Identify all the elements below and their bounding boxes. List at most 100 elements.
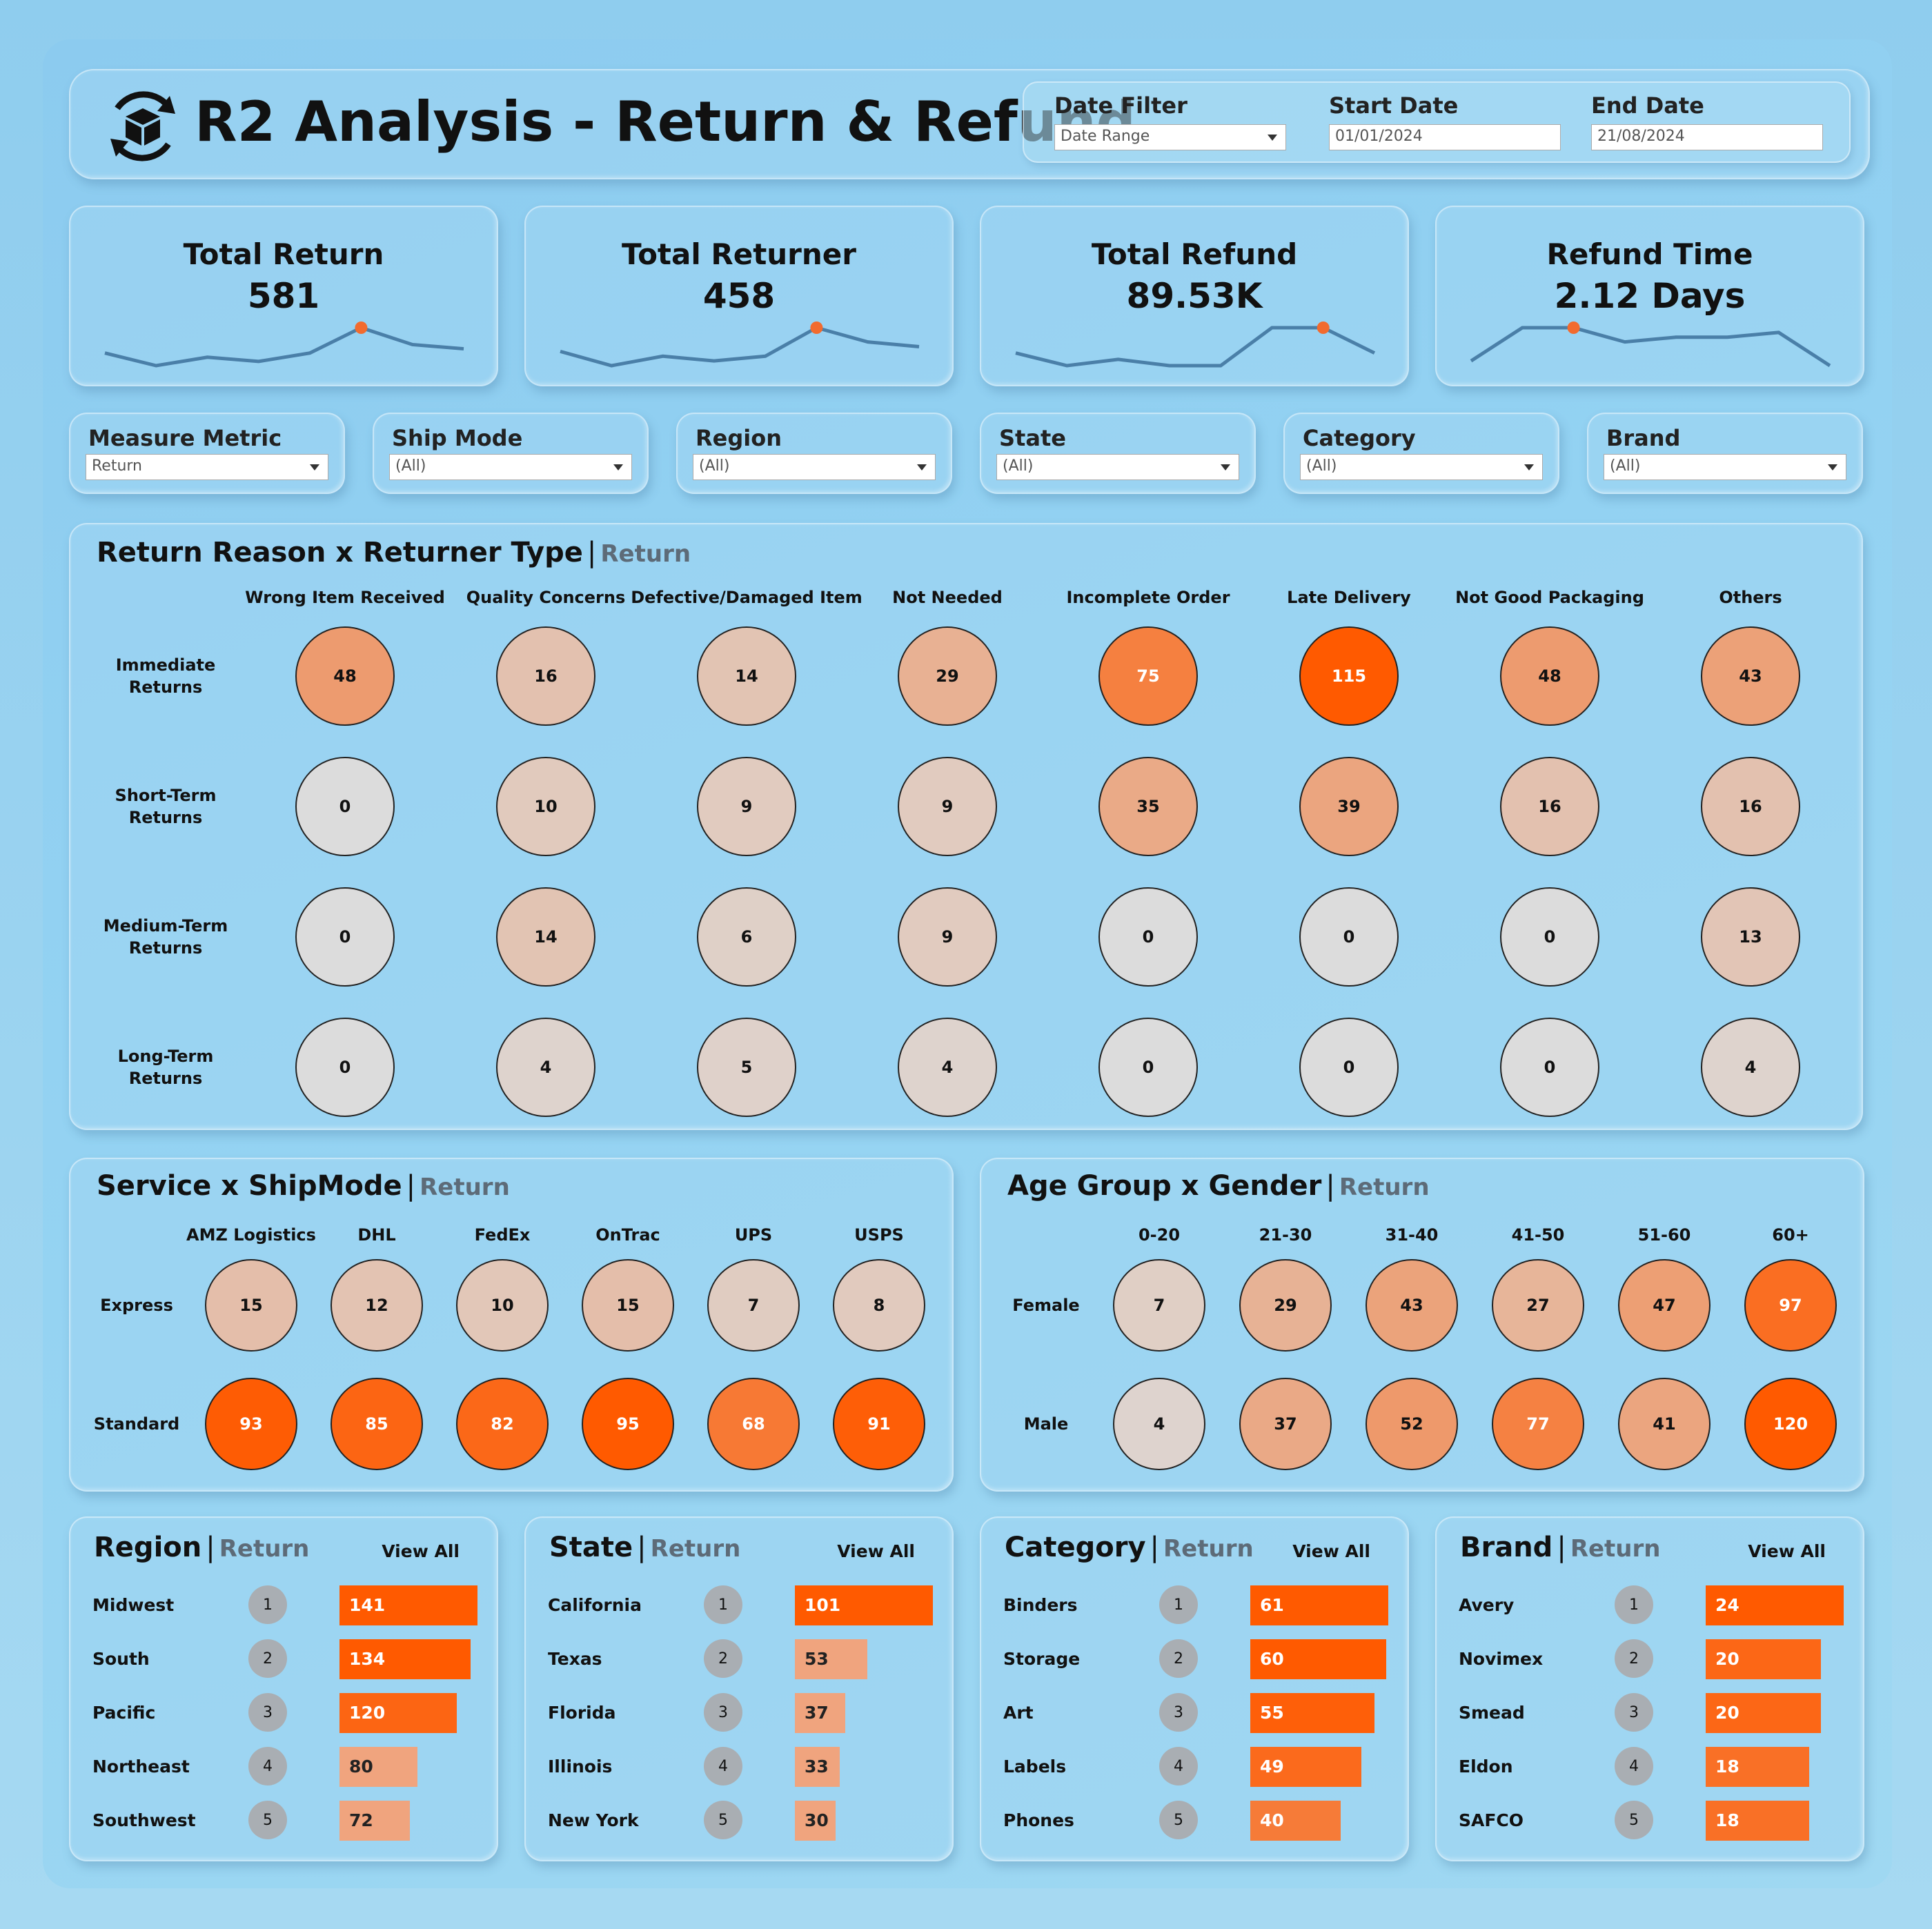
view-all-link[interactable]: View All bbox=[1748, 1541, 1826, 1561]
matrix-bubble[interactable]: 7 bbox=[707, 1259, 800, 1352]
matrix-bubble[interactable]: 47 bbox=[1618, 1259, 1711, 1352]
row-header: Female bbox=[1012, 1296, 1080, 1315]
list-item[interactable]: Florida 3 37 bbox=[526, 1692, 952, 1733]
measure-metric-select[interactable]: Return bbox=[86, 454, 328, 480]
matrix-bubble[interactable]: 91 bbox=[833, 1378, 925, 1470]
matrix-bubble[interactable]: 0 bbox=[295, 1018, 395, 1117]
matrix-bubble[interactable]: 16 bbox=[1500, 757, 1599, 856]
matrix-bubble[interactable]: 15 bbox=[582, 1259, 674, 1352]
matrix-bubble[interactable]: 16 bbox=[496, 626, 595, 726]
matrix-bubble[interactable]: 13 bbox=[1701, 887, 1800, 987]
matrix-bubble[interactable]: 77 bbox=[1492, 1378, 1584, 1470]
list-item[interactable]: Novimex 2 20 bbox=[1437, 1638, 1863, 1679]
matrix-bubble[interactable]: 5 bbox=[697, 1018, 796, 1117]
matrix-bubble[interactable]: 48 bbox=[1500, 626, 1599, 726]
list-item[interactable]: Southwest 5 72 bbox=[70, 1799, 497, 1841]
matrix-bubble[interactable]: 85 bbox=[331, 1378, 423, 1470]
matrix-bubble[interactable]: 115 bbox=[1299, 626, 1399, 726]
value-bar bbox=[1706, 1639, 1821, 1679]
kpi-sparkline bbox=[1470, 322, 1831, 368]
matrix-bubble[interactable]: 8 bbox=[833, 1259, 925, 1352]
matrix-bubble[interactable]: 120 bbox=[1744, 1378, 1837, 1470]
matrix-bubble[interactable]: 0 bbox=[1500, 1018, 1599, 1117]
matrix-bubble[interactable]: 29 bbox=[898, 626, 997, 726]
matrix-bubble[interactable]: 15 bbox=[205, 1259, 297, 1352]
ship-mode-select[interactable]: (All) bbox=[389, 454, 632, 480]
date-filter-select[interactable]: Date Range bbox=[1054, 124, 1286, 150]
view-all-link[interactable]: View All bbox=[1292, 1541, 1370, 1561]
list-item[interactable]: California 1 101 bbox=[526, 1584, 952, 1625]
matrix-bubble[interactable]: 29 bbox=[1239, 1259, 1332, 1352]
list-item[interactable]: Labels 4 49 bbox=[981, 1745, 1408, 1787]
list-item[interactable]: SAFCO 5 18 bbox=[1437, 1799, 1863, 1841]
row-header: Long-Term Returns bbox=[117, 1047, 214, 1088]
matrix-bubble[interactable]: 10 bbox=[496, 757, 595, 856]
list-item[interactable]: Storage 2 60 bbox=[981, 1638, 1408, 1679]
list-item[interactable]: Avery 1 24 bbox=[1437, 1584, 1863, 1625]
matrix-bubble[interactable]: 14 bbox=[697, 626, 796, 726]
region-select[interactable]: (All) bbox=[693, 454, 936, 480]
matrix-bubble[interactable]: 0 bbox=[1500, 887, 1599, 987]
service-shipmode-matrix-card: Service x ShipMode | Return AMZ Logistics D… bbox=[69, 1158, 954, 1492]
matrix-bubble[interactable]: 0 bbox=[1299, 1018, 1399, 1117]
bar-value-label: 134 bbox=[349, 1649, 386, 1669]
filter-state: State (All) bbox=[980, 413, 1256, 494]
matrix-bubble[interactable]: 93 bbox=[205, 1378, 297, 1470]
list-item[interactable]: Eldon 4 18 bbox=[1437, 1745, 1863, 1787]
matrix-bubble[interactable]: 0 bbox=[1299, 887, 1399, 987]
matrix-bubble[interactable]: 41 bbox=[1618, 1378, 1711, 1470]
matrix-bubble[interactable]: 9 bbox=[898, 887, 997, 987]
value-bar bbox=[339, 1639, 471, 1679]
matrix-bubble[interactable]: 48 bbox=[295, 626, 395, 726]
matrix-bubble[interactable]: 16 bbox=[1701, 757, 1800, 856]
matrix-bubble[interactable]: 6 bbox=[697, 887, 796, 987]
list-item[interactable]: Midwest 1 141 bbox=[70, 1584, 497, 1625]
matrix-bubble[interactable]: 0 bbox=[1098, 1018, 1198, 1117]
matrix-bubble[interactable]: 52 bbox=[1366, 1378, 1458, 1470]
matrix-bubble[interactable]: 97 bbox=[1744, 1259, 1837, 1352]
list-item[interactable]: Pacific 3 120 bbox=[70, 1692, 497, 1733]
matrix-bubble[interactable]: 7 bbox=[1113, 1259, 1205, 1352]
list-item[interactable]: South 2 134 bbox=[70, 1638, 497, 1679]
matrix-bubble[interactable]: 35 bbox=[1098, 757, 1198, 856]
list-item[interactable]: Art 3 55 bbox=[981, 1692, 1408, 1733]
matrix-bubble[interactable]: 4 bbox=[496, 1018, 595, 1117]
matrix-bubble[interactable]: 43 bbox=[1701, 626, 1800, 726]
end-date-input[interactable]: 21/08/2024 bbox=[1591, 124, 1823, 150]
matrix-bubble[interactable]: 0 bbox=[295, 757, 395, 856]
list-item[interactable]: New York 5 30 bbox=[526, 1799, 952, 1841]
value-bar bbox=[1706, 1801, 1809, 1841]
matrix-bubble[interactable]: 75 bbox=[1098, 626, 1198, 726]
matrix-bubble[interactable]: 39 bbox=[1299, 757, 1399, 856]
column-header: 60+ bbox=[1772, 1225, 1809, 1245]
list-item[interactable]: Smead 3 20 bbox=[1437, 1692, 1863, 1733]
list-item[interactable]: Phones 5 40 bbox=[981, 1799, 1408, 1841]
matrix-bubble[interactable]: 82 bbox=[456, 1378, 549, 1470]
matrix-bubble[interactable]: 68 bbox=[707, 1378, 800, 1470]
view-all-link[interactable]: View All bbox=[837, 1541, 915, 1561]
matrix-bubble[interactable]: 9 bbox=[898, 757, 997, 856]
matrix-bubble[interactable]: 27 bbox=[1492, 1259, 1584, 1352]
state-select[interactable]: (All) bbox=[996, 454, 1239, 480]
matrix-bubble[interactable]: 43 bbox=[1366, 1259, 1458, 1352]
view-all-link[interactable]: View All bbox=[382, 1541, 460, 1561]
matrix-bubble[interactable]: 9 bbox=[697, 757, 796, 856]
matrix-bubble[interactable]: 4 bbox=[898, 1018, 997, 1117]
list-item[interactable]: Texas 2 53 bbox=[526, 1638, 952, 1679]
matrix-bubble[interactable]: 14 bbox=[496, 887, 595, 987]
matrix-bubble[interactable]: 0 bbox=[1098, 887, 1198, 987]
category-select[interactable]: (All) bbox=[1300, 454, 1543, 480]
matrix-bubble[interactable]: 10 bbox=[456, 1259, 549, 1352]
value-bar bbox=[339, 1585, 477, 1625]
list-item[interactable]: Binders 1 61 bbox=[981, 1584, 1408, 1625]
list-item[interactable]: Illinois 4 33 bbox=[526, 1745, 952, 1787]
start-date-input[interactable]: 01/01/2024 bbox=[1329, 124, 1561, 150]
matrix-bubble[interactable]: 95 bbox=[582, 1378, 674, 1470]
matrix-bubble[interactable]: 12 bbox=[331, 1259, 423, 1352]
matrix-bubble[interactable]: 4 bbox=[1113, 1378, 1205, 1470]
matrix-bubble[interactable]: 0 bbox=[295, 887, 395, 987]
brand-select[interactable]: (All) bbox=[1604, 454, 1846, 480]
matrix-bubble[interactable]: 4 bbox=[1701, 1018, 1800, 1117]
list-item[interactable]: Northeast 4 80 bbox=[70, 1745, 497, 1787]
matrix-bubble[interactable]: 37 bbox=[1239, 1378, 1332, 1470]
